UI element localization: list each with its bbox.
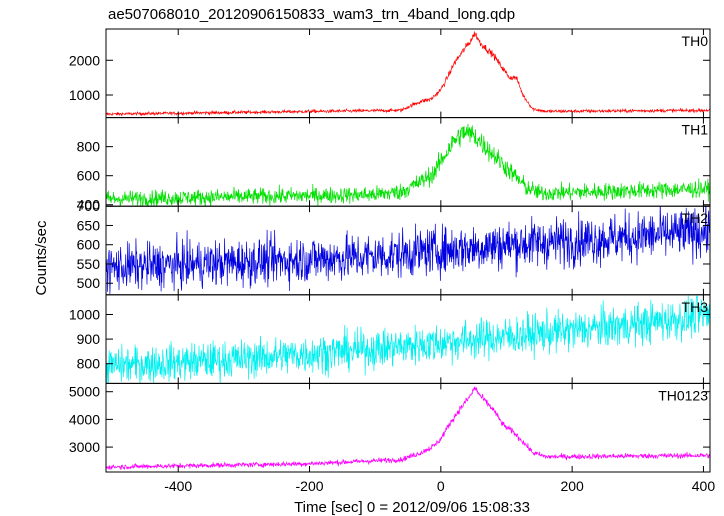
panel-label-th3: TH3: [682, 299, 709, 315]
panel-frame: [105, 117, 711, 207]
series-line-th1: [106, 123, 710, 207]
y-tick-label: 3000: [69, 439, 100, 455]
panel-th1: 400 600 800 TH1: [77, 117, 711, 213]
y-tick-label: 400: [77, 197, 101, 213]
x-tick-label: -400: [164, 478, 192, 494]
y-tick-label: 1000: [69, 306, 100, 322]
y-tick-label: 800: [77, 356, 101, 372]
panel-label-th2: TH2: [682, 210, 709, 226]
y-axis-title: Counts/sec: [33, 220, 50, 296]
y-tick-label: 600: [77, 237, 101, 253]
x-tick-label: 0: [437, 478, 445, 494]
x-axis-title: Time [sec] 0 = 2012/09/06 15:08:33: [294, 499, 530, 516]
y-tick-label: 650: [77, 217, 101, 233]
x-tick-label: 200: [560, 478, 584, 494]
y-tick-label: 600: [77, 168, 101, 184]
series-line-th3: [106, 294, 710, 384]
series-line-th2: [106, 206, 710, 295]
panel-th0123: 3000 4000 5000 TH0123: [69, 382, 711, 473]
x-axis: -400 -200 0 200 400: [164, 478, 715, 494]
y-tick-label: 900: [77, 331, 101, 347]
panel-th0: 1000 2000 TH0: [69, 28, 711, 119]
x-tick-label: 400: [692, 478, 716, 494]
panel-frame: [105, 382, 711, 473]
panel-label-th1: TH1: [682, 122, 709, 138]
y-tick-label: 1000: [69, 87, 100, 103]
y-tick-label: 800: [77, 139, 101, 155]
y-tick-label: 500: [77, 275, 101, 291]
y-tick-label: 2000: [69, 52, 100, 68]
y-tick-label: 550: [77, 256, 101, 272]
panel-th2: 500 550 600 650 700 TH2: [77, 198, 711, 296]
panel-th3: 800 900 1000 TH3: [69, 294, 711, 384]
series-line-th0123: [106, 386, 710, 471]
x-tick-label: -200: [296, 478, 324, 494]
y-tick-label: 4000: [69, 411, 100, 427]
series-line-th0: [106, 31, 710, 117]
panel-label-th0: TH0: [682, 33, 709, 49]
panel-frame: [105, 28, 711, 119]
chart-title: ae507068010_20120906150833_wam3_trn_4ban…: [108, 6, 515, 23]
y-tick-label: 5000: [69, 384, 100, 400]
y-tick-label: 700: [77, 198, 101, 214]
panel-label-th0123: TH0123: [658, 387, 708, 403]
panels: 1000 2000 TH0 400 600 800 TH1 500 550 600 650 700 TH…: [69, 28, 711, 473]
